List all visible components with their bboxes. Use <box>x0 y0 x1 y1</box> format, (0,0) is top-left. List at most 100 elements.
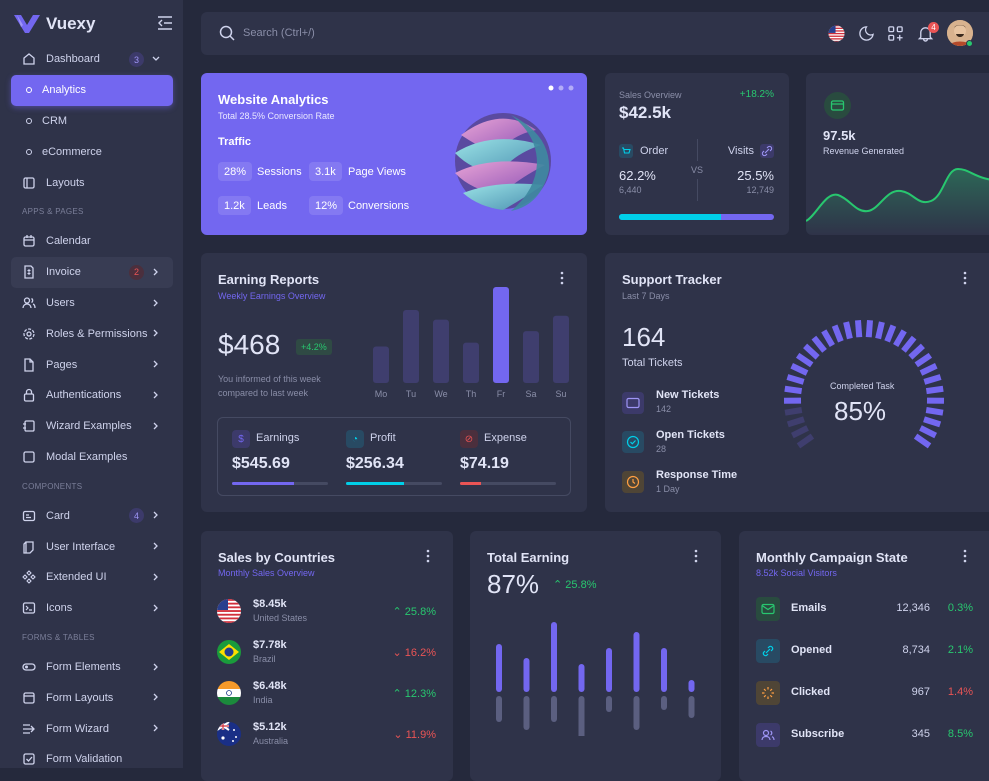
gauge-tick <box>805 346 818 358</box>
vuexy-logo-icon <box>14 15 40 33</box>
us-flag-icon[interactable] <box>828 25 845 42</box>
earning-bar-down <box>606 696 612 712</box>
weekly-day-label: Su <box>555 389 566 399</box>
sidebar-item-dashboard[interactable]: Dashboard 3 <box>11 44 173 75</box>
more-options-icon[interactable] <box>963 549 967 563</box>
weekly-day-label: Tu <box>406 389 416 399</box>
sidebar-item-form-layouts[interactable]: Form Layouts <box>11 682 173 713</box>
sidebar-item-form-wizard[interactable]: Form Wizard <box>11 713 173 744</box>
sidebar-item-calendar[interactable]: Calendar <box>11 226 173 257</box>
sidebar-item-ecommerce[interactable]: eCommerce <box>11 136 173 167</box>
sidebar-item-label: Layouts <box>46 177 85 189</box>
gauge-tick <box>903 338 914 351</box>
earning-note: compared to last week <box>218 388 308 398</box>
vs-label: VS <box>691 165 703 175</box>
weekly-day-label: Th <box>466 389 477 399</box>
divider <box>697 179 698 201</box>
weekly-day-label: Mo <box>375 389 388 399</box>
sidebar-item-label: Wizard Examples <box>46 420 132 432</box>
sidebar-item-card[interactable]: Card 4 <box>11 500 173 531</box>
sales-overview-card: Sales Overview +18.2% $42.5k Order 62.2%… <box>605 73 789 235</box>
sidebar-item-roles[interactable]: Roles & Permissions <box>11 318 173 349</box>
stat-value: 1.2k <box>218 196 251 215</box>
mail-icon <box>756 597 780 621</box>
invoice-badge: 2 <box>129 265 144 280</box>
gauge-tick <box>926 410 943 413</box>
sidebar-item-extended-ui[interactable]: Extended UI <box>11 562 173 593</box>
chevron-right-icon <box>152 693 160 701</box>
india-flag-icon <box>217 681 241 705</box>
sidebar-item-crm[interactable]: CRM <box>11 106 173 137</box>
sidebar-item-label: Form Elements <box>46 661 121 673</box>
earning-note: You informed of this week <box>218 374 321 384</box>
order-label: Order <box>640 145 668 157</box>
sidebar-item-pages[interactable]: Pages <box>11 349 173 380</box>
sidebar-item-users[interactable]: Users <box>11 288 173 319</box>
sidebar-item-auth[interactable]: Authentications <box>11 380 173 411</box>
apps-grid-icon[interactable] <box>887 25 904 42</box>
sidebar-item-form-elements[interactable]: Form Elements <box>11 652 173 683</box>
arrow-down-icon: ⌄ <box>393 729 405 741</box>
toggle-icon <box>22 660 36 674</box>
campaign-label: Clicked <box>791 686 830 698</box>
visits-count: 12,749 <box>746 185 774 195</box>
package-icon <box>22 540 36 554</box>
country-change: ⌃ 25.8% <box>393 605 436 618</box>
card-subtitle: Monthly Sales Overview <box>218 568 315 578</box>
gauge-tick <box>785 410 802 413</box>
earning-bar-up <box>496 644 502 692</box>
summary-value: $74.19 <box>460 455 509 473</box>
more-options-icon[interactable] <box>426 549 430 563</box>
campaign-pct: 8.5% <box>948 728 973 740</box>
country-amount: $6.48k <box>253 680 287 692</box>
check-circle-icon <box>622 431 644 453</box>
sidebar-item-layouts[interactable]: Layouts <box>11 167 173 198</box>
gauge-tick <box>788 419 804 424</box>
card-badge: 4 <box>129 508 144 523</box>
gauge-tick <box>792 428 807 436</box>
chevron-down-icon <box>152 55 160 63</box>
more-options-icon[interactable] <box>694 549 698 563</box>
sidebar-item-wizard[interactable]: Wizard Examples <box>11 411 173 442</box>
brazil-flag-icon <box>217 640 241 664</box>
total-earning-bar-chart <box>490 616 700 736</box>
revenue-card: 97.5k Revenue Generated <box>806 73 989 235</box>
sidebar-item-analytics[interactable]: Analytics <box>11 75 173 106</box>
chevron-right-icon <box>152 663 160 671</box>
earning-bar-down <box>496 696 502 722</box>
progress-bar <box>619 214 774 220</box>
total-tickets-value: 164 <box>622 322 665 353</box>
sidebar-item-ui[interactable]: User Interface <box>11 531 173 562</box>
section-header-components: COMPONENTS <box>11 472 173 500</box>
3d-sphere-illustration <box>441 95 561 225</box>
circle-icon <box>26 87 32 93</box>
campaign-value: 12,346 <box>896 602 930 614</box>
search-icon[interactable] <box>219 25 235 41</box>
carousel-dots[interactable] <box>546 84 578 92</box>
summary-value: $256.34 <box>346 455 404 473</box>
dollar-icon: $ <box>232 430 250 448</box>
earning-bar-down <box>661 696 667 710</box>
gauge-tick <box>887 326 893 342</box>
card-title: Sales by Countries <box>218 550 335 565</box>
more-options-icon[interactable] <box>963 271 967 285</box>
country-name: United States <box>253 613 307 623</box>
earning-bar-up <box>524 658 530 692</box>
sidebar-item-icons[interactable]: Icons <box>11 593 173 624</box>
chevron-right-icon <box>152 511 160 519</box>
sidebar-item-modal[interactable]: Modal Examples <box>11 442 173 473</box>
moon-icon[interactable] <box>857 25 874 42</box>
summary-progress-fill <box>232 482 294 485</box>
menu-collapse-icon[interactable] <box>157 16 173 30</box>
square-icon <box>22 450 36 464</box>
stat-label: Page Views <box>348 166 406 178</box>
brand[interactable]: Vuexy <box>14 12 95 36</box>
clock-icon <box>622 471 644 493</box>
search-input[interactable] <box>243 22 543 44</box>
sidebar-item-label: Card <box>46 510 70 522</box>
campaign-pct: 0.3% <box>948 602 973 614</box>
sidebar-item-invoice[interactable]: Invoice 2 <box>11 257 173 288</box>
stat-value: 28% <box>218 162 252 181</box>
gauge-label: Completed Task <box>830 381 894 391</box>
sidebar-item-form-validation[interactable]: Form Validation <box>11 744 173 768</box>
